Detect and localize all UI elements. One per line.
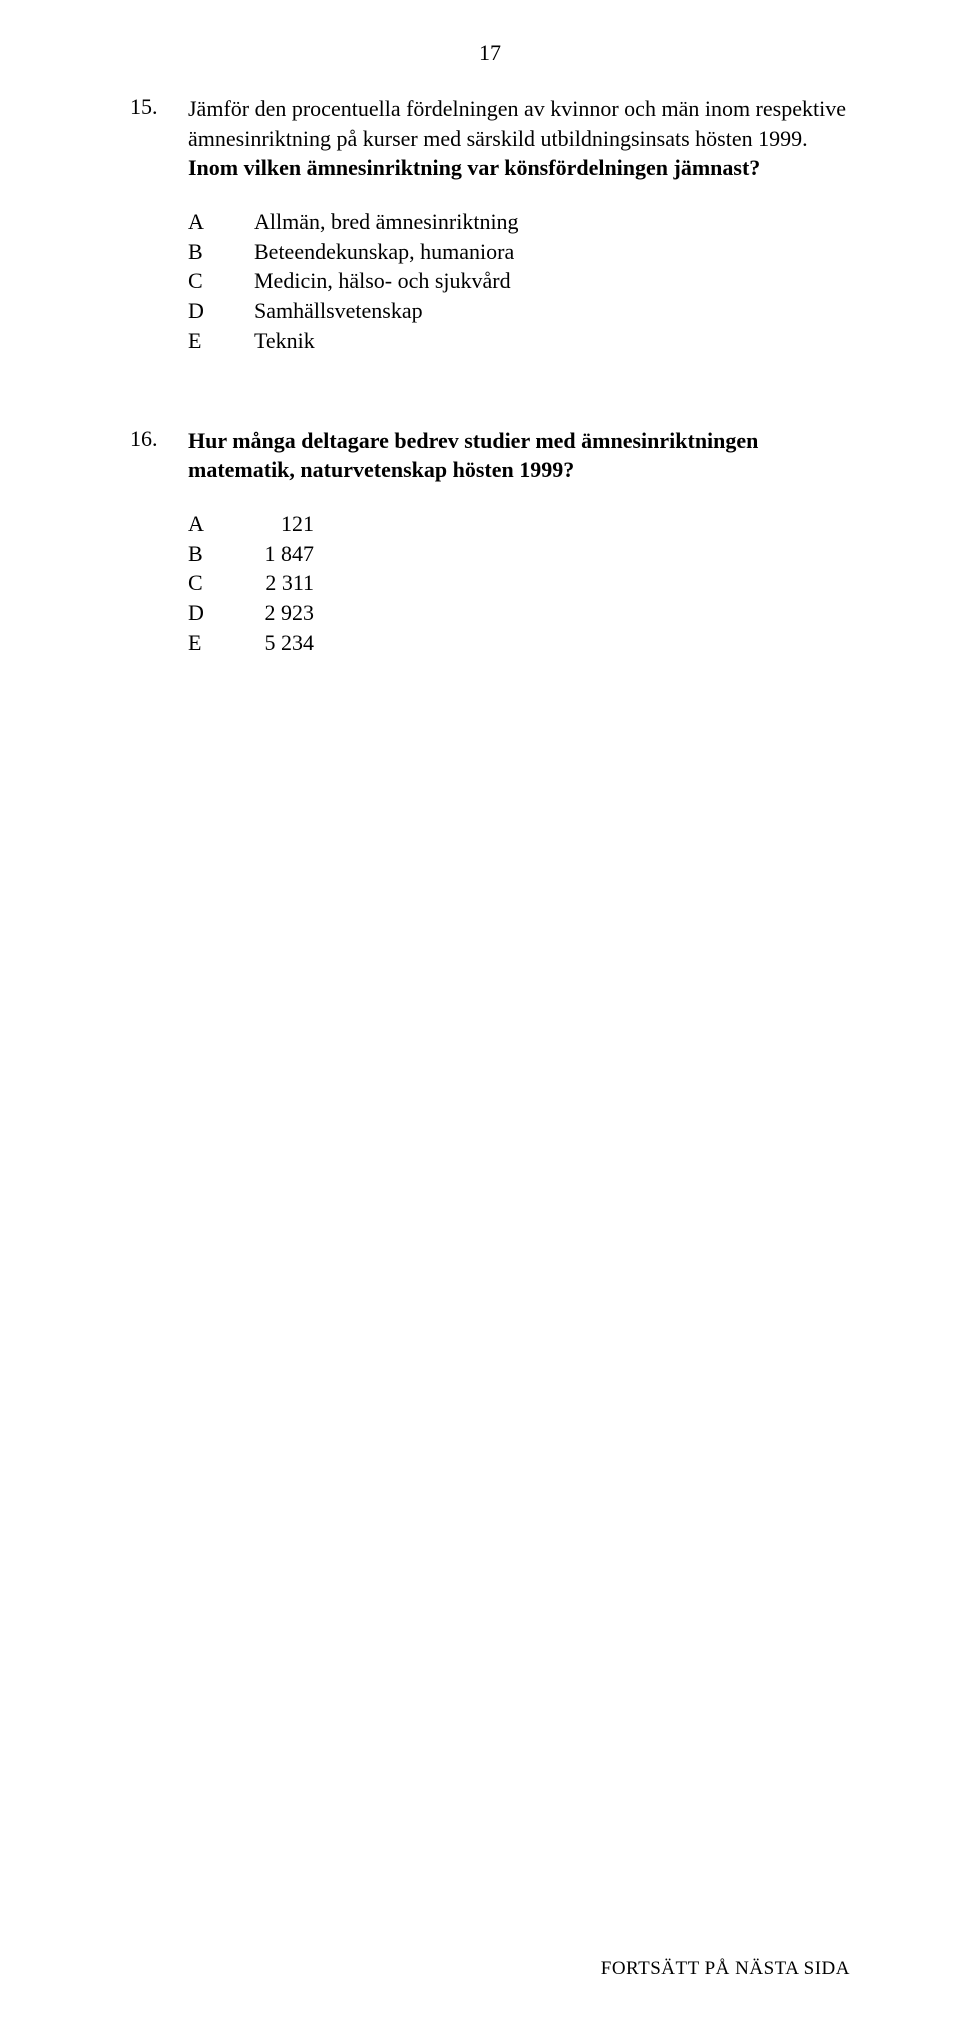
option-row: B Beteendekunskap, humaniora	[188, 237, 850, 267]
page-content: 17 15. Jämför den procentuella fördelnin…	[0, 0, 960, 657]
footer-next-page: FORTSÄTT PÅ NÄSTA SIDA	[601, 1958, 850, 1980]
option-letter: C	[188, 568, 254, 598]
question-15-options: A Allmän, bred ämnesinriktning B Beteend…	[188, 207, 850, 355]
option-row: C 2 311	[188, 568, 850, 598]
option-row: D Samhällsvetenskap	[188, 296, 850, 326]
option-text: Allmän, bred ämnesinriktning	[254, 207, 519, 237]
option-text: Teknik	[254, 326, 315, 356]
option-text: Medicin, hälso- och sjukvård	[254, 266, 511, 296]
option-text: 2 923	[254, 598, 314, 628]
question-15: 15. Jämför den procentuella fördelningen…	[130, 94, 850, 356]
option-text: 2 311	[254, 568, 314, 598]
question-16-number: 16.	[130, 426, 188, 452]
option-text: 121	[254, 509, 314, 539]
option-row: C Medicin, hälso- och sjukvård	[188, 266, 850, 296]
question-15-text-plain: Jämför den procentuella fördelningen av …	[188, 96, 846, 151]
option-letter: A	[188, 509, 254, 539]
question-15-text: Jämför den procentuella fördelningen av …	[188, 94, 850, 183]
question-16-text-bold: Hur många deltagare bedrev studier med ä…	[188, 428, 758, 483]
option-letter: B	[188, 237, 254, 267]
option-letter: A	[188, 207, 254, 237]
question-16: 16. Hur många deltagare bedrev studier m…	[130, 426, 850, 658]
option-value: 2 311	[254, 568, 314, 598]
option-value: 121	[254, 509, 314, 539]
option-row: E 5 234	[188, 628, 850, 658]
option-text: Samhällsvetenskap	[254, 296, 423, 326]
option-value: 1 847	[254, 539, 314, 569]
question-16-options: A 121 B 1 847 C 2 311 D 2 923 E 5 234	[188, 509, 850, 657]
question-16-text: Hur många deltagare bedrev studier med ä…	[188, 426, 850, 485]
question-15-text-bold: Inom vilken ämnesinriktning var könsförd…	[188, 155, 760, 180]
option-text: 1 847	[254, 539, 314, 569]
option-value: 2 923	[254, 598, 314, 628]
question-15-number: 15.	[130, 94, 188, 120]
option-row: B 1 847	[188, 539, 850, 569]
option-row: D 2 923	[188, 598, 850, 628]
option-letter: C	[188, 266, 254, 296]
option-row: A 121	[188, 509, 850, 539]
question-15-prompt: 15. Jämför den procentuella fördelningen…	[130, 94, 850, 183]
page-number: 17	[130, 40, 850, 66]
option-letter: D	[188, 296, 254, 326]
option-text: 5 234	[254, 628, 314, 658]
option-value: 5 234	[254, 628, 314, 658]
option-row: A Allmän, bred ämnesinriktning	[188, 207, 850, 237]
option-letter: E	[188, 326, 254, 356]
option-text: Beteendekunskap, humaniora	[254, 237, 514, 267]
option-letter: D	[188, 598, 254, 628]
question-16-prompt: 16. Hur många deltagare bedrev studier m…	[130, 426, 850, 485]
option-row: E Teknik	[188, 326, 850, 356]
option-letter: B	[188, 539, 254, 569]
option-letter: E	[188, 628, 254, 658]
